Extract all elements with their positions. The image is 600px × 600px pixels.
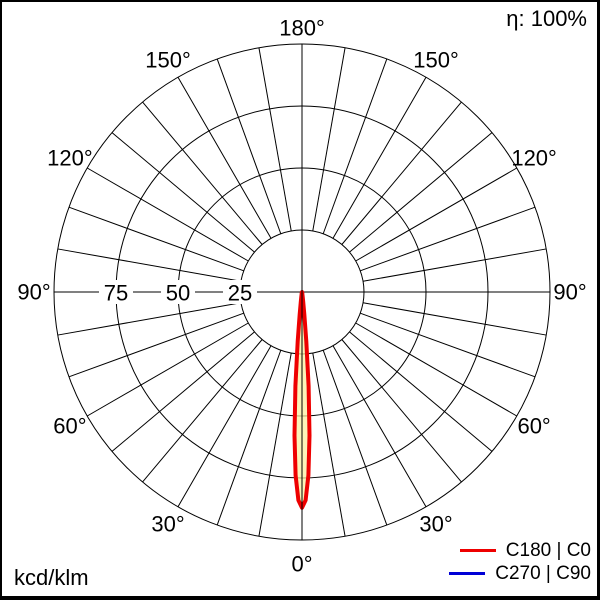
grid-spoke-310 (111, 331, 255, 452)
grid-spoke-160 (322, 58, 388, 234)
grid-spoke-50 (349, 331, 493, 452)
grid-spoke-200 (216, 58, 282, 234)
angle-label-60-right: 60° (517, 414, 550, 439)
angle-label-60-left: 60° (53, 414, 86, 439)
grid-spoke-320 (142, 339, 263, 483)
angle-label-30-right: 30° (419, 512, 452, 537)
angle-label-90-left: 90° (17, 280, 50, 305)
angle-label-120-right: 120° (511, 146, 557, 171)
grid-spoke-40 (341, 339, 462, 483)
grid-spoke-70 (360, 312, 536, 378)
angle-label-150-left: 150° (145, 47, 191, 72)
grid-spoke-300 (86, 322, 249, 417)
angle-label-120-left: 120° (47, 146, 93, 171)
radial-label-bg-25 (223, 280, 257, 304)
legend-label-c270-c90: C270 | C90 (495, 563, 591, 584)
radial-label-bg-75 (99, 280, 133, 304)
angle-label-150-right: 150° (413, 47, 459, 72)
grid-spoke-110 (360, 206, 536, 272)
grid-spoke-230 (111, 132, 255, 253)
grid-spoke-30 (332, 345, 427, 508)
grid-spoke-260 (57, 248, 242, 282)
grid-spoke-250 (68, 206, 244, 272)
grid-spoke-60 (355, 322, 518, 417)
angle-label-180: 180° (279, 16, 325, 41)
legend-item-c180-c0: C180 | C0 (449, 540, 591, 561)
radial-label-bg-50 (161, 280, 195, 304)
grid-spoke-80 (362, 302, 547, 336)
grid-spoke-240 (86, 167, 249, 262)
radial-label-25: 25 (228, 281, 252, 306)
grid-spoke-100 (362, 248, 547, 282)
grid-spoke-170 (312, 47, 346, 232)
radial-label-50: 50 (166, 281, 190, 306)
grid-spoke-210 (177, 76, 272, 239)
grid-spoke-330 (177, 345, 272, 508)
angle-label-90-right: 90° (553, 280, 586, 305)
unit-label: kcd/klm (14, 565, 89, 590)
grid-spoke-290 (68, 312, 244, 378)
grid-spoke-130 (349, 132, 493, 253)
grid-spoke-20 (322, 350, 388, 526)
radial-label-75: 75 (104, 281, 128, 306)
grid-spoke-140 (341, 101, 462, 245)
grid-spoke-350 (258, 352, 292, 537)
angle-label-0: 0° (291, 552, 312, 577)
grid-spoke-150 (332, 76, 427, 239)
angle-label-30-left: 30° (151, 512, 184, 537)
efficiency-label: η: 100% (506, 6, 587, 31)
legend-label-c180-c0: C180 | C0 (505, 540, 591, 561)
legend-red-line-icon (459, 549, 496, 552)
grid-spoke-190 (258, 47, 292, 232)
legend-item-c270-c90: C270 | C90 (449, 563, 591, 584)
grid-spoke-340 (216, 350, 282, 526)
grid-spoke-10 (312, 352, 346, 537)
legend: C180 | C0 C270 | C90 (449, 540, 591, 584)
grid-spoke-280 (57, 302, 242, 336)
grid-spoke-220 (142, 101, 263, 245)
grid-spoke-120 (355, 167, 518, 262)
legend-blue-line-icon (449, 572, 486, 575)
